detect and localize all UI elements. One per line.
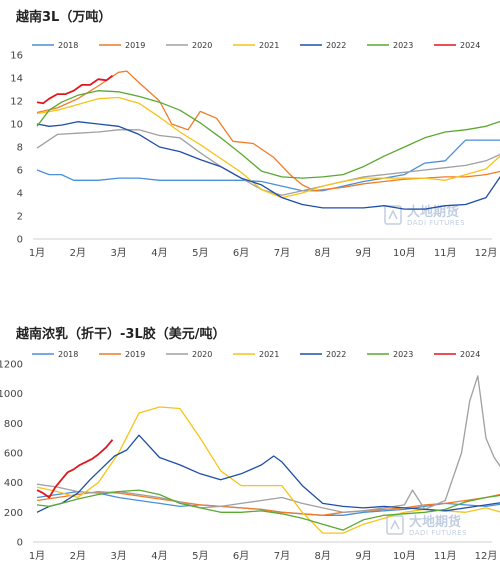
chart2-watermark-logo-icon — [386, 515, 404, 535]
chart1-legend-label-2019: 2019 — [125, 41, 145, 50]
chart1-series-2024 — [36, 74, 114, 105]
chart1-series-2018 — [36, 139, 500, 192]
chart1-series-2022 — [36, 121, 500, 210]
chart2-xtick-10: 10月 — [393, 550, 416, 562]
chart1-watermark-cn: 大地期货 — [407, 204, 459, 220]
chart1-ytick-4: 4 — [17, 189, 23, 200]
chart1-series-2020 — [36, 129, 500, 196]
chart2-legend-label-2023: 2023 — [393, 350, 413, 359]
chart2-series-2023 — [36, 489, 500, 531]
chart1-xtick-2: 2月 — [70, 247, 86, 259]
chart1-plot: 2018 2019 2020 2021 2022 2023 2024 0 2 4 6 8 10 12 14 1… — [10, 41, 500, 259]
chart1-watermark-logo-icon — [384, 205, 402, 225]
chart1-legend-label-2021: 2021 — [259, 41, 279, 50]
chart2-legend-label-2024: 2024 — [460, 350, 480, 359]
chart1-legend-label-2018: 2018 — [58, 41, 78, 50]
chart2-xtick-4: 4月 — [151, 550, 167, 562]
chart1-series-2019 — [36, 70, 500, 192]
chart2-xtick-5: 5月 — [192, 550, 208, 562]
chart2-xtick-6: 6月 — [233, 550, 249, 562]
chart1-ytick-16: 16 — [10, 51, 23, 62]
chart1-series-2023 — [36, 90, 500, 179]
chart2-ytick-600: 600 — [4, 449, 23, 460]
chart2-legend-label-2018: 2018 — [58, 350, 78, 359]
chart2-legend-label-2022: 2022 — [326, 350, 346, 359]
chart1-legend-label-2020: 2020 — [192, 41, 212, 50]
chart2-ytick-400: 400 — [4, 478, 23, 489]
chart1-ytick-12: 12 — [10, 97, 23, 108]
chart1-xtick-7: 7月 — [274, 247, 290, 259]
chart2-xtick-7: 7月 — [274, 550, 290, 562]
chart2-xtick-1: 1月 — [29, 550, 45, 562]
chart1-xtick-8: 8月 — [315, 247, 331, 259]
chart1-xtick-5: 5月 — [192, 247, 208, 259]
chart2-plot: 2018 2019 2020 2021 2022 2023 2024 0 200 400 600 80… — [0, 350, 500, 562]
chart2-ytick-800: 800 — [4, 419, 23, 430]
chart1-watermark-en: DADI FUTURES — [407, 219, 465, 227]
chart2-xtick-12: 12月 — [475, 550, 498, 562]
chart1-legend-label-2022: 2022 — [326, 41, 346, 50]
chart2-ytick-0: 0 — [17, 538, 23, 549]
chart1-watermark-logo-mark — [388, 209, 398, 220]
chart2-ytick-1000: 1000 — [0, 389, 23, 400]
chart1-ytick-6: 6 — [17, 166, 23, 177]
chart2-ytick-200: 200 — [4, 508, 23, 519]
chart2-series-2019 — [36, 490, 500, 516]
chart2-xtick-8: 8月 — [315, 550, 331, 562]
chart2-series-2022 — [36, 434, 500, 513]
chart2-legend-label-2021: 2021 — [259, 350, 279, 359]
chart1-ytick-2: 2 — [17, 212, 23, 223]
chart2-watermark-cn: 大地期货 — [409, 514, 461, 530]
chart1-xtick-1: 1月 — [29, 247, 45, 259]
chart1-xtick-9: 9月 — [355, 247, 371, 259]
chart2-watermark-en: DADI FUTURES — [409, 529, 467, 537]
chart2-xtick-3: 3月 — [110, 550, 126, 562]
chart1-xtick-4: 4月 — [151, 247, 167, 259]
chart1-xtick-12: 12月 — [475, 247, 498, 259]
chart1-legend-label-2024: 2024 — [460, 41, 480, 50]
chart1-ytick-0: 0 — [17, 235, 23, 246]
chart2-series-2020 — [36, 375, 500, 513]
chart1-xtick-3: 3月 — [110, 247, 126, 259]
chart1-ytick-10: 10 — [10, 120, 23, 131]
chart2-ytick-1200: 1200 — [0, 360, 23, 371]
chart1-title: 越南3L（万吨） — [16, 10, 112, 25]
chart2-legend-label-2019: 2019 — [125, 350, 145, 359]
chart2-series-2024 — [36, 439, 114, 499]
chart2-xtick-2: 2月 — [70, 550, 86, 562]
chart1-xtick-10: 10月 — [393, 247, 416, 259]
chart1-legend-label-2023: 2023 — [393, 41, 413, 50]
chart1-xtick-11: 11月 — [434, 247, 457, 259]
chart1-xtick-6: 6月 — [233, 247, 249, 259]
chart1-ytick-8: 8 — [17, 143, 23, 154]
chart2-xtick-9: 9月 — [355, 550, 371, 562]
chart2-watermark-logo-mark — [390, 519, 400, 530]
chart2-legend-label-2020: 2020 — [192, 350, 212, 359]
chart1-ytick-14: 14 — [10, 74, 23, 85]
chart2-title: 越南浓乳（折干）-3L胶（美元/吨） — [16, 327, 226, 342]
chart2-xtick-11: 11月 — [434, 550, 457, 562]
